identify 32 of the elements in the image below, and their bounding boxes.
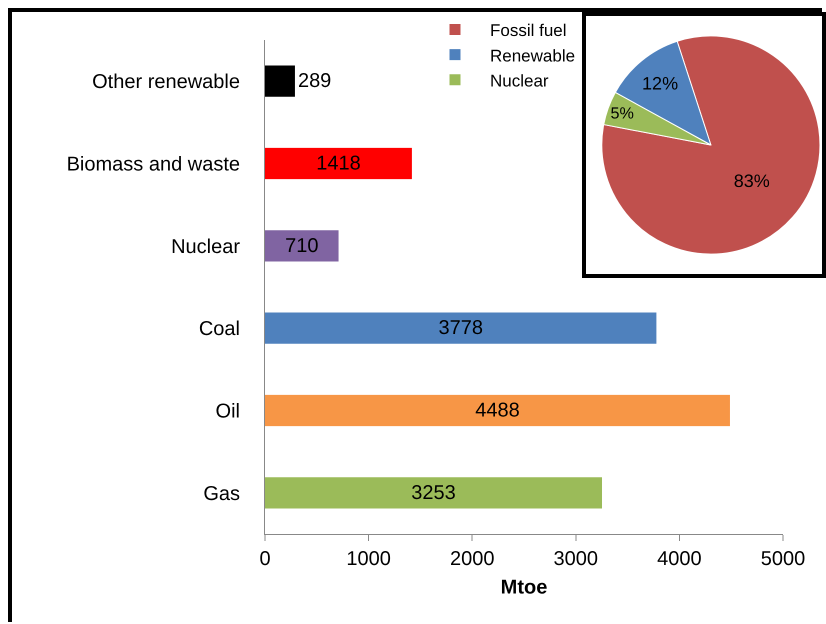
bar (265, 230, 339, 262)
data-label: 83% (734, 171, 770, 192)
data-label: 1418 (316, 152, 361, 174)
data-label: 4488 (475, 400, 520, 422)
x-tick-label: 2000 (450, 548, 494, 570)
legend-label: Renewable (490, 46, 576, 66)
bar (265, 148, 412, 180)
legend-label: Fossil fuel (490, 21, 567, 40)
bar (265, 312, 656, 344)
x-tick-label: 4000 (657, 548, 702, 570)
data-label: 3778 (438, 317, 483, 340)
x-tick-label: 3000 (554, 548, 598, 570)
y-tick-label: Nuclear (171, 236, 240, 258)
y-tick-label: Biomass and waste (66, 154, 240, 176)
x-tick-label: 1000 (346, 548, 391, 570)
x-axis-title: Mtoe (500, 576, 548, 598)
bar (265, 477, 602, 508)
y-tick-label: Gas (203, 482, 240, 505)
y-tick-label: Coal (198, 318, 240, 340)
x-tick-label: 0 (259, 548, 271, 570)
legend-label: Nuclear (490, 71, 549, 90)
y-tick-label: Oil (216, 400, 240, 422)
y-tick-label: Other renewable (92, 71, 240, 94)
pie-slice (602, 36, 820, 255)
data-label: 710 (285, 234, 318, 257)
bar (265, 394, 730, 426)
bar (265, 66, 295, 97)
data-label: 289 (298, 70, 332, 92)
data-label: 5% (610, 104, 634, 122)
data-label: 12% (642, 74, 678, 94)
data-label: 3253 (411, 482, 456, 504)
x-tick-label: 5000 (760, 548, 806, 570)
